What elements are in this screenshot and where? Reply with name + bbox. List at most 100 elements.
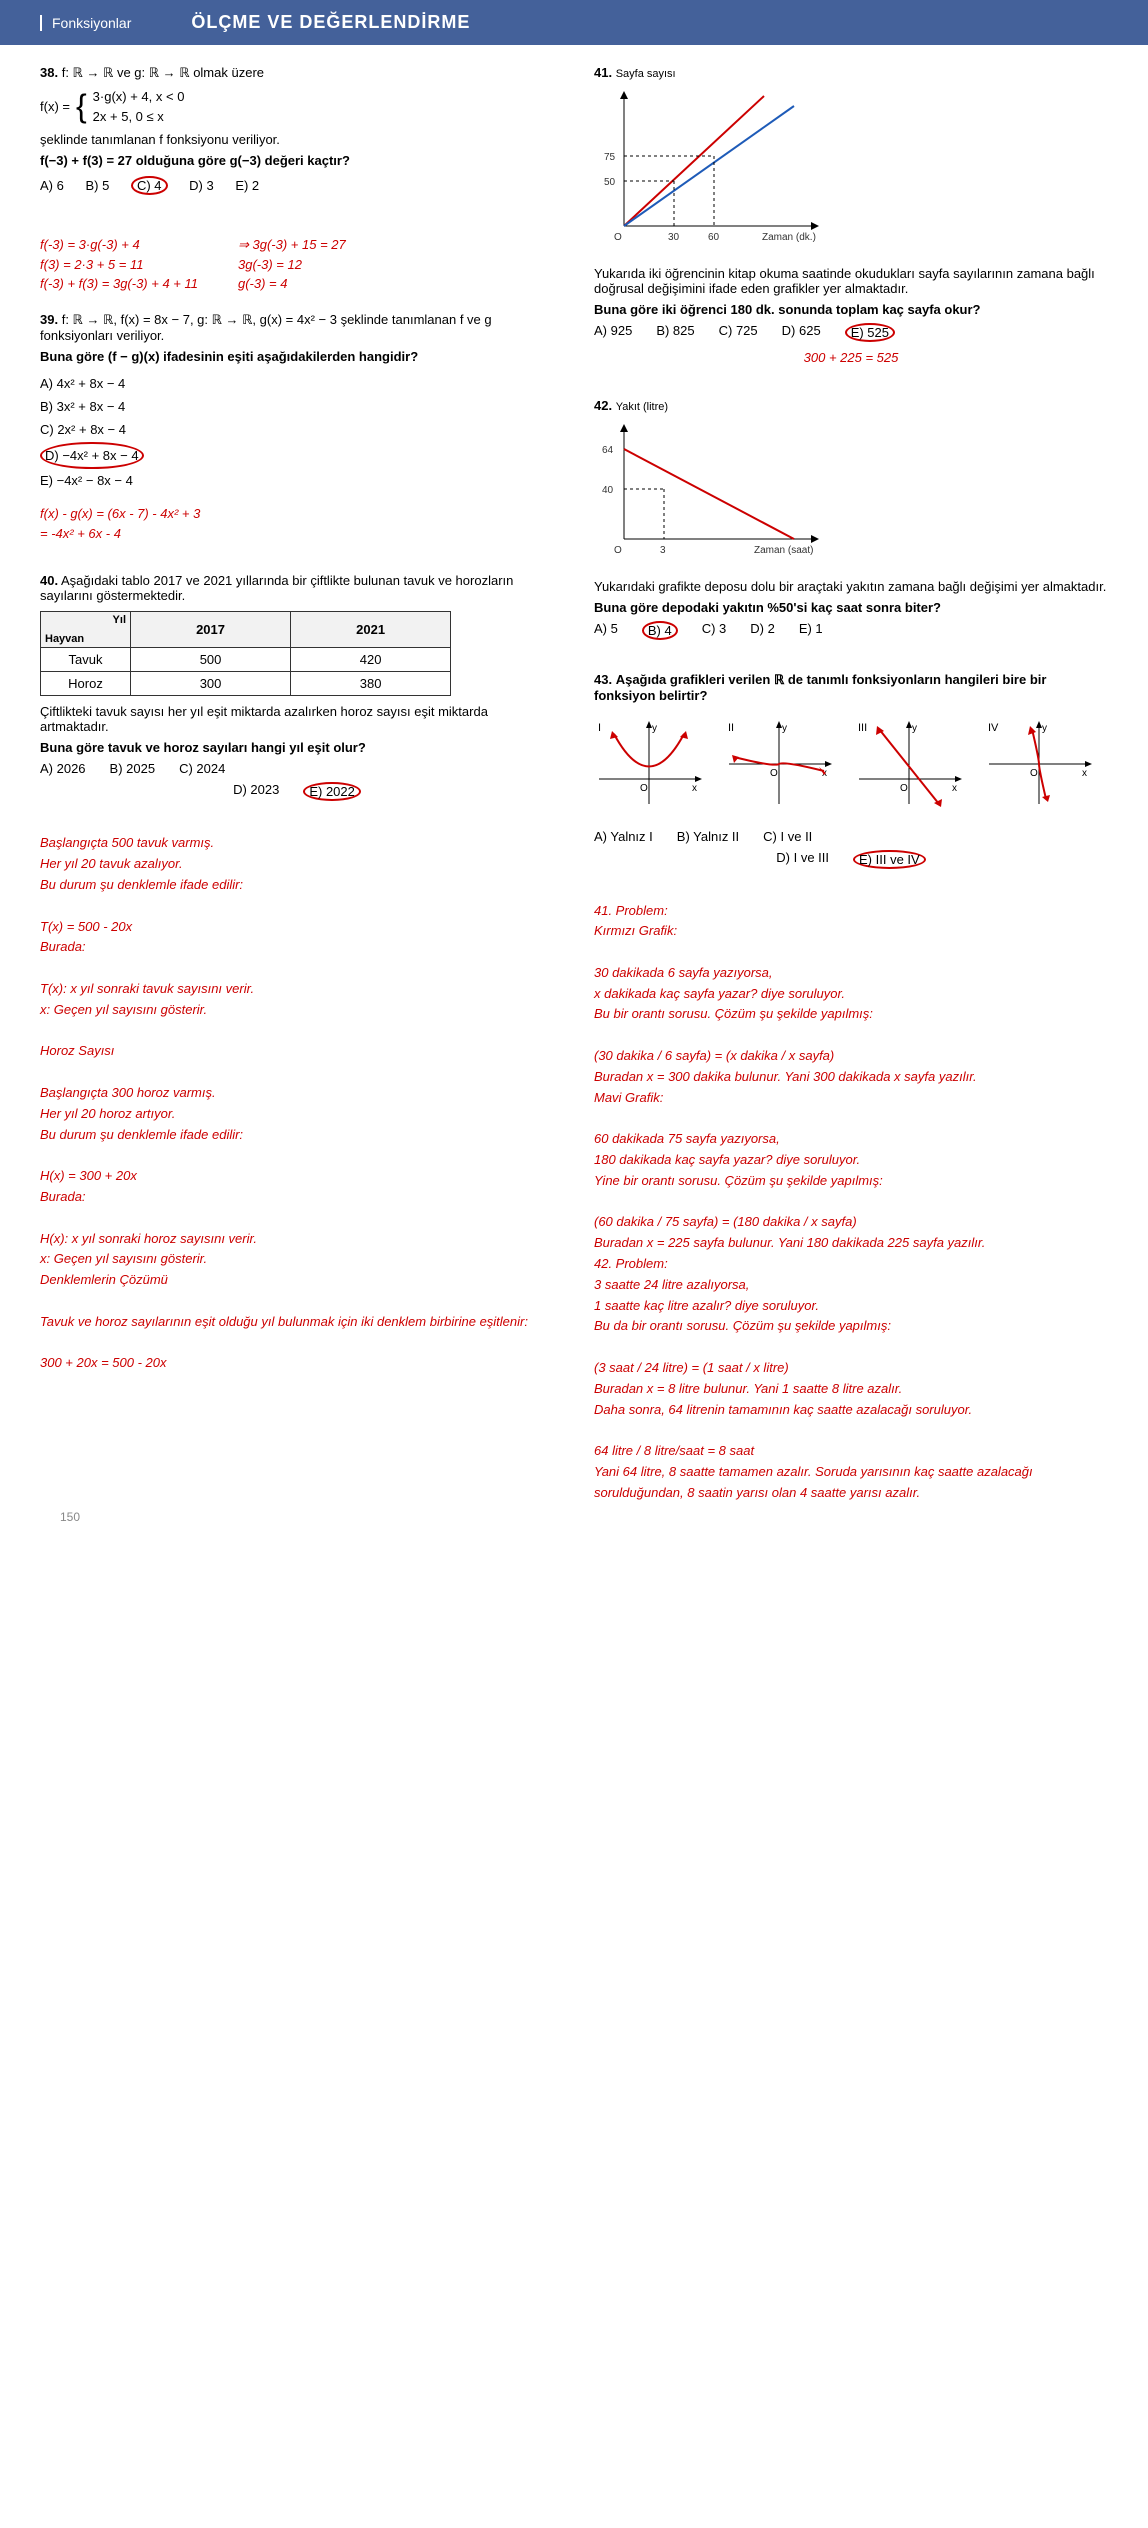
q38-choice-e: E) 2 (235, 178, 259, 193)
note-line: Yani 64 litre, 8 saatte tamamen azalır. … (594, 1462, 1108, 1504)
q42-desc: Yukarıdaki grafikte deposu dolu bir araç… (594, 579, 1108, 594)
svg-text:x: x (952, 783, 957, 794)
note-line (594, 1337, 1108, 1358)
q43-c: C) I ve II (763, 829, 812, 844)
note-line: Burada: (40, 937, 554, 958)
q42-ylabel: Yakıt (litre) (616, 401, 668, 413)
q39-opt-c: C) 2x² + 8x − 4 (40, 418, 554, 441)
svg-text:O: O (770, 768, 778, 779)
q40-num: 40. (40, 573, 58, 588)
note-line (40, 1021, 554, 1042)
note-line (594, 1192, 1108, 1213)
note-line (594, 1108, 1108, 1129)
q38-choice-a: A) 6 (40, 178, 64, 193)
q38-fx-label: f(x) = (40, 99, 70, 114)
q39-opt-e: E) −4x² − 8x − 4 (40, 469, 554, 492)
svg-text:64: 64 (602, 445, 614, 456)
q41-chart: 75 50 30 60 O Zaman (dk.) (594, 86, 854, 256)
q41-ylabel: Sayfa sayısı (616, 68, 676, 80)
note-line: Bu durum şu denklemle ifade edilir: (40, 1125, 554, 1146)
q40-notes: Başlangıçta 500 tavuk varmış.Her yıl 20 … (40, 833, 554, 1374)
note-line: 60 dakikada 75 sayfa yazıyorsa, (594, 1129, 1108, 1150)
note-line (594, 1025, 1108, 1046)
note-line: Denklemlerin Çözümü (40, 1270, 554, 1291)
q43-b: B) Yalnız II (677, 829, 739, 844)
q40-a: A) 2026 (40, 761, 86, 776)
note-line: (60 dakika / 75 sayfa) = (180 dakika / x… (594, 1212, 1108, 1233)
page-number: 150 (60, 1510, 80, 1524)
question-38: 38. f: ℝ → ℝ ve g: ℝ → ℝ olmak üzere f(x… (40, 65, 554, 205)
svg-text:30: 30 (668, 232, 680, 243)
note-line: Burada: (40, 1187, 554, 1208)
q38-work-l1: f(-3) = 3·g(-3) + 4 (40, 235, 198, 255)
note-line: (3 saat / 24 litre) = (1 saat / x litre) (594, 1358, 1108, 1379)
q41-c: C) 725 (719, 323, 758, 342)
note-line: 42. Problem: (594, 1254, 1108, 1275)
q41-desc: Yukarıda iki öğrencinin kitap okuma saat… (594, 266, 1108, 296)
note-line: Her yıl 20 horoz artıyor. (40, 1104, 554, 1125)
note-line (40, 1333, 554, 1354)
q38-choice-b: B) 5 (85, 178, 109, 193)
row-horoz: Horoz (41, 672, 131, 696)
q39-work-1: f(x) - g(x) = (6x - 7) - 4x² + 3 (40, 504, 554, 524)
svg-text:x: x (1082, 768, 1087, 779)
note-line: Bu durum şu denklemle ifade edilir: (40, 875, 554, 896)
q43-intro: Aşağıda grafikleri verilen ℝ de tanımlı … (594, 672, 1046, 703)
q42-d: D) 2 (750, 621, 775, 640)
note-line (40, 1145, 554, 1166)
svg-text:x: x (692, 783, 697, 794)
q38-ask: f(−3) + f(3) = 27 olduğuna göre g(−3) de… (40, 153, 554, 168)
q41-e: E) 525 (845, 323, 895, 342)
note-line (40, 1062, 554, 1083)
note-line: T(x): x yıl sonraki tavuk sayısını verir… (40, 979, 554, 1000)
svg-text:40: 40 (602, 485, 614, 496)
svg-text:O: O (1030, 768, 1038, 779)
q42-ask: Buna göre depodaki yakıtın %50'si kaç sa… (594, 600, 1108, 615)
question-41: 41. Sayfa sayısı 75 50 30 60 O Zaman (dk… (594, 65, 1108, 372)
note-line: 300 + 20x = 500 - 20x (40, 1353, 554, 1374)
header-title: ÖLÇME VE DEĞERLENDİRME (191, 12, 470, 33)
right-column: 41. Sayfa sayısı 75 50 30 60 O Zaman (dk… (594, 65, 1108, 1504)
q39-num: 39. (40, 312, 58, 327)
note-line: Her yıl 20 tavuk azalıyor. (40, 854, 554, 875)
note-line (594, 1420, 1108, 1441)
row-tavuk: Tavuk (41, 648, 131, 672)
note-line: Tavuk ve horoz sayılarının eşit olduğu y… (40, 1312, 554, 1333)
q39-opt-a: A) 4x² + 8x − 4 (40, 372, 554, 395)
q40-desc: Çiftlikteki tavuk sayısı her yıl eşit mi… (40, 704, 554, 734)
note-line: T(x) = 500 - 20x (40, 917, 554, 938)
note-line (594, 942, 1108, 963)
question-43: 43. Aşağıda grafikleri verilen ℝ de tanı… (594, 672, 1108, 875)
q38-work-r3: g(-3) = 4 (238, 274, 346, 294)
q39-intro: f: ℝ → ℝ, f(x) = 8x − 7, g: ℝ → ℝ, g(x) … (40, 312, 492, 343)
q38-work-l2: f(3) = 2·3 + 5 = 11 (40, 255, 198, 275)
q38-piece1: 3·g(x) + 4, x < 0 (93, 87, 185, 107)
note-line: x: Geçen yıl sayısını gösterir. (40, 1000, 554, 1021)
q43-graph-2: II yxO (724, 719, 834, 809)
q38-work: f(-3) = 3·g(-3) + 4 f(3) = 2·3 + 5 = 11 … (40, 231, 554, 298)
header-section: Fonksiyonlar (40, 15, 131, 31)
note-line: H(x): x yıl sonraki horoz sayısını verir… (40, 1229, 554, 1250)
q38-work-r2: 3g(-3) = 12 (238, 255, 346, 275)
q43-num: 43. (594, 672, 612, 687)
q38-intro: f: ℝ → ℝ ve g: ℝ → ℝ olmak üzere (62, 65, 264, 80)
q42-e: E) 1 (799, 621, 823, 640)
svg-text:50: 50 (604, 177, 616, 188)
q38-desc: şeklinde tanımlanan f fonksiyonu veriliy… (40, 132, 554, 147)
svg-text:O: O (900, 783, 908, 794)
note-line: Yine bir orantı sorusu. Çözüm şu şekilde… (594, 1171, 1108, 1192)
q40-c: C) 2024 (179, 761, 225, 776)
q43-a: A) Yalnız I (594, 829, 653, 844)
note-line: Mavi Grafik: (594, 1088, 1108, 1109)
note-line (40, 896, 554, 917)
note-line: 41. Problem: (594, 901, 1108, 922)
note-line: 64 litre / 8 litre/saat = 8 saat (594, 1441, 1108, 1462)
q43-d: D) I ve III (776, 850, 829, 869)
q42-a: A) 5 (594, 621, 618, 640)
q41-work: 300 + 225 = 525 (594, 348, 1108, 368)
question-39: 39. f: ℝ → ℝ, f(x) = 8x − 7, g: ℝ → ℝ, g… (40, 312, 554, 548)
q41-ask: Buna göre iki öğrenci 180 dk. sonunda to… (594, 302, 1108, 317)
svg-text:y: y (782, 723, 787, 734)
note-line: Buradan x = 300 dakika bulunur. Yani 300… (594, 1067, 1108, 1088)
note-line: x dakikada kaç sayfa yazar? diye soruluy… (594, 984, 1108, 1005)
